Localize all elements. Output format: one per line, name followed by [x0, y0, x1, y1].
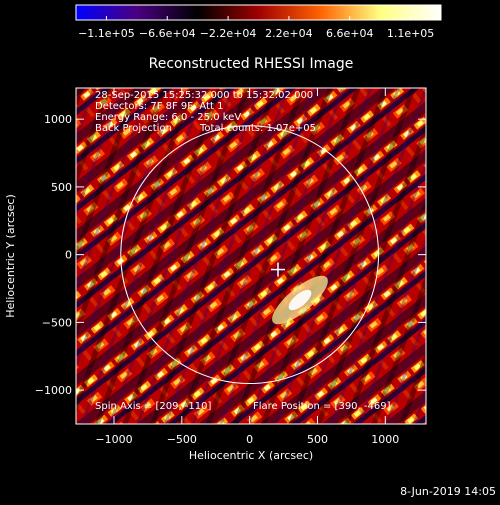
y-axis-ticks: 1000 500 0 −500 −1000: [35, 113, 426, 397]
annotation-detectors: Detectors: 7F 8F 9F, Att 1: [95, 101, 223, 112]
footer-date: 8-Jun-2019 14:05: [400, 485, 496, 498]
x-tick-label: −1000: [95, 433, 132, 446]
y-tick-label: 0: [65, 249, 72, 262]
y-tick-label: −1000: [35, 384, 72, 397]
annotation-flare-position: Flare Position = [390, -469]: [253, 401, 391, 412]
x-tick-label: 500: [307, 433, 328, 446]
colorbar-tick-label: −2.2e+04: [200, 27, 257, 40]
annotation-total-counts: Total counts: 1.07e+05: [199, 123, 316, 134]
annotation-time-range: 28-Sep-2015 15:25:32.000 to 15:32:02.000: [95, 90, 313, 101]
x-axis-ticks: −1000 −500 0 500 1000: [95, 88, 399, 446]
y-tick-label: 1000: [44, 113, 72, 126]
y-tick-label: −500: [42, 316, 72, 329]
colorbar-tick-label: 6.6e+04: [326, 27, 373, 40]
colorbar-ticks: −1.1e+05 −6.6e+04 −2.2e+04 2.2e+04 6.6e+04 1.…: [78, 16, 434, 40]
annotation-energy-range: Energy Range: 6.0 - 25.0 keV: [95, 112, 241, 123]
annotation-method: Back Projection: [95, 123, 172, 134]
annotation-spin-axis: Spin Axis = [209, -110]: [95, 401, 212, 412]
x-tick-label: −500: [167, 433, 197, 446]
x-tick-label: 1000: [371, 433, 399, 446]
chart-title: Reconstructed RHESSI Image: [149, 56, 354, 72]
solar-limb: [120, 125, 380, 385]
y-axis-label: Heliocentric Y (arcsec): [4, 194, 17, 318]
colorbar-tick-label: −6.6e+04: [139, 27, 196, 40]
spin-axis-marker: [270, 262, 285, 277]
colorbar-tick-label: −1.1e+05: [78, 27, 135, 40]
colorbar: [75, 4, 442, 21]
x-axis-label: Heliocentric X (arcsec): [189, 449, 313, 462]
x-tick-label: 0: [246, 433, 253, 446]
plot-frame: [75, 87, 427, 425]
colorbar-tick-label: 2.2e+04: [265, 27, 312, 40]
colorbar-tick-label: 1.1e+05: [387, 27, 434, 40]
heatmap-image: [76, 88, 426, 424]
y-tick-label: 500: [51, 181, 72, 194]
